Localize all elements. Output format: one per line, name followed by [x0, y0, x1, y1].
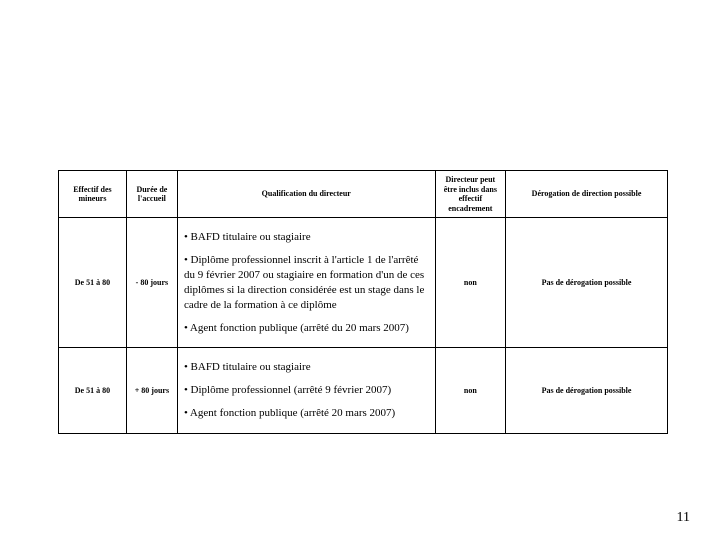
page-number: 11	[677, 510, 690, 526]
regulation-table: Effectif des mineurs Durée de l'accueil …	[58, 170, 668, 434]
cell-derogation: Pas de dérogation possible	[506, 348, 668, 434]
table-row: De 51 à 80 - 80 jours • BAFD titulaire o…	[59, 218, 668, 348]
qual-item: • Agent fonction publique (arrêté 20 mar…	[184, 406, 429, 421]
qual-item: • Agent fonction publique (arrêté du 20 …	[184, 321, 429, 336]
qual-item: • Diplôme professionnel inscrit à l'arti…	[184, 253, 429, 312]
table-row: De 51 à 80 + 80 jours • BAFD titulaire o…	[59, 348, 668, 434]
header-derogation: Dérogation de direction possible	[506, 171, 668, 218]
cell-duree: - 80 jours	[126, 218, 177, 348]
cell-derogation: Pas de dérogation possible	[506, 218, 668, 348]
table-header-row: Effectif des mineurs Durée de l'accueil …	[59, 171, 668, 218]
cell-inclus: non	[435, 348, 505, 434]
qual-item: • Diplôme professionnel (arrêté 9 févrie…	[184, 383, 429, 398]
qual-item: • BAFD titulaire ou stagiaire	[184, 230, 429, 245]
cell-duree: + 80 jours	[126, 348, 177, 434]
cell-inclus: non	[435, 218, 505, 348]
header-qualification: Qualification du directeur	[177, 171, 435, 218]
header-inclus: Directeur peut être inclus dans effectif…	[435, 171, 505, 218]
cell-qualification: • BAFD titulaire ou stagiaire • Diplôme …	[177, 218, 435, 348]
cell-qualification: • BAFD titulaire ou stagiaire • Diplôme …	[177, 348, 435, 434]
cell-effectif: De 51 à 80	[59, 348, 127, 434]
qual-item: • BAFD titulaire ou stagiaire	[184, 360, 429, 375]
header-duree: Durée de l'accueil	[126, 171, 177, 218]
cell-effectif: De 51 à 80	[59, 218, 127, 348]
header-effectif: Effectif des mineurs	[59, 171, 127, 218]
